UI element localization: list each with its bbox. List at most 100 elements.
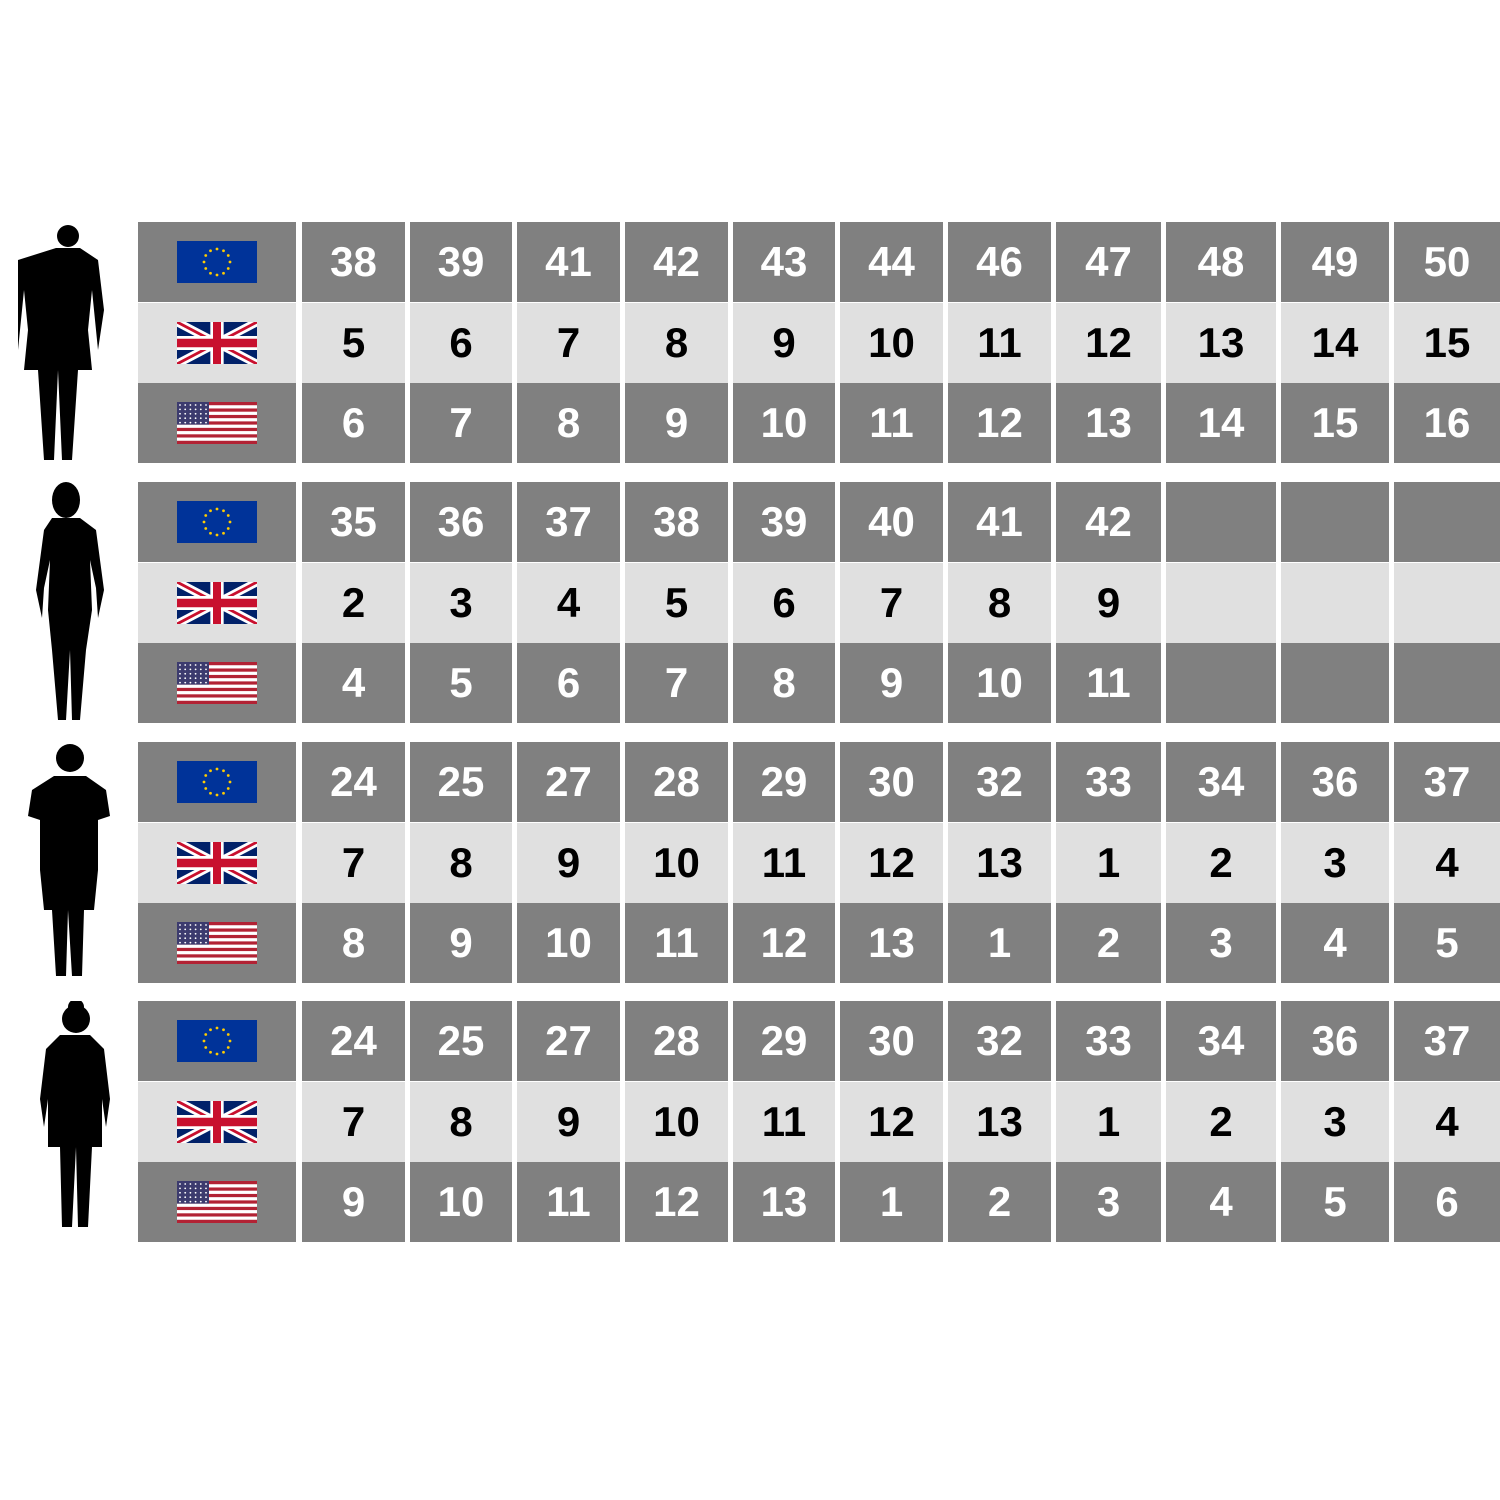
size-cell: 3 [1281, 1081, 1389, 1162]
size-cell: 7 [302, 822, 405, 903]
size-cell: 9 [302, 1162, 405, 1242]
size-cell: 11 [625, 903, 728, 983]
size-cell: 4 [1394, 822, 1500, 903]
size-cell: 37 [1394, 1001, 1500, 1081]
size-cell: 36 [410, 482, 512, 562]
size-cell: 44 [840, 222, 943, 302]
size-cell: 6 [733, 562, 835, 643]
size-row-uk: 7 8 9 10 11 12 13 1 2 3 4 [138, 1081, 1500, 1162]
size-cell: 1 [840, 1162, 943, 1242]
size-cell: 46 [948, 222, 1051, 302]
woman-silhouette-icon [18, 482, 118, 723]
size-cell: 5 [302, 302, 405, 383]
size-cell: 24 [302, 742, 405, 822]
us-flag-icon [138, 1162, 296, 1242]
size-cell: 11 [517, 1162, 620, 1242]
size-cell: 34 [1166, 742, 1276, 822]
size-cell: 50 [1394, 222, 1500, 302]
size-cell: 2 [302, 562, 405, 643]
size-cell: 5 [1394, 903, 1500, 983]
size-cell: 10 [733, 383, 835, 463]
size-row-us: 8 9 10 11 12 13 1 2 3 4 5 [138, 903, 1500, 983]
size-cell: 32 [948, 742, 1051, 822]
size-row-us: 9 10 11 12 13 1 2 3 4 5 6 [138, 1162, 1500, 1242]
size-cell: 10 [517, 903, 620, 983]
size-cell: 41 [517, 222, 620, 302]
size-cell: 1 [1056, 822, 1161, 903]
size-cell: 12 [840, 1081, 943, 1162]
size-cell: 6 [1394, 1162, 1500, 1242]
size-cell: 29 [733, 742, 835, 822]
size-cell: 48 [1166, 222, 1276, 302]
size-row-us: 4 5 6 7 8 9 10 11 [138, 643, 1500, 723]
eu-flag-icon [138, 742, 296, 822]
us-flag-icon [138, 383, 296, 463]
size-cell: 8 [517, 383, 620, 463]
uk-flag-icon [138, 562, 296, 643]
size-cell: 29 [733, 1001, 835, 1081]
uk-flag-icon [138, 822, 296, 903]
size-cell: 10 [625, 1081, 728, 1162]
size-cell: 30 [840, 742, 943, 822]
size-cell: 13 [948, 1081, 1051, 1162]
size-cell [1166, 562, 1276, 643]
us-flag-icon [138, 903, 296, 983]
size-cell: 8 [302, 903, 405, 983]
size-cell: 24 [302, 1001, 405, 1081]
size-cell: 8 [410, 822, 512, 903]
size-cell: 13 [948, 822, 1051, 903]
size-cell: 42 [625, 222, 728, 302]
size-cell: 10 [410, 1162, 512, 1242]
size-cell: 36 [1281, 742, 1389, 822]
size-cell: 11 [948, 302, 1051, 383]
size-group: 24 25 27 28 29 30 32 33 34 36 37 7 8 9 10 11 12 13 1 2 3 4 9 10… [0, 999, 1500, 1242]
size-cell: 15 [1281, 383, 1389, 463]
size-cell: 34 [1166, 1001, 1276, 1081]
us-flag-icon [138, 643, 296, 723]
size-cell: 9 [733, 302, 835, 383]
size-cell [1281, 482, 1389, 562]
size-cell: 12 [733, 903, 835, 983]
size-cell: 39 [733, 482, 835, 562]
size-cell: 28 [625, 1001, 728, 1081]
size-cell: 4 [517, 562, 620, 643]
size-cell: 7 [302, 1081, 405, 1162]
size-cell: 3 [1166, 903, 1276, 983]
size-cell: 7 [410, 383, 512, 463]
size-cell: 27 [517, 742, 620, 822]
size-cell [1281, 562, 1389, 643]
size-cell: 14 [1281, 302, 1389, 383]
size-row-eu: 38 39 41 42 43 44 46 47 48 49 50 [138, 222, 1500, 302]
size-cell: 40 [840, 482, 943, 562]
size-cell: 49 [1281, 222, 1389, 302]
size-cell: 4 [1281, 903, 1389, 983]
size-cell: 25 [410, 742, 512, 822]
size-cell: 9 [1056, 562, 1161, 643]
size-cell: 4 [1394, 1081, 1500, 1162]
size-cell: 9 [517, 1081, 620, 1162]
size-cell: 5 [625, 562, 728, 643]
size-cell: 38 [625, 482, 728, 562]
girl-silhouette-icon [18, 999, 118, 1242]
size-cell: 1 [1056, 1081, 1161, 1162]
size-cell: 6 [517, 643, 620, 723]
size-cell: 9 [840, 643, 943, 723]
size-cell: 11 [733, 822, 835, 903]
size-cell [1394, 562, 1500, 643]
size-row-uk: 7 8 9 10 11 12 13 1 2 3 4 [138, 822, 1500, 903]
size-cell: 12 [625, 1162, 728, 1242]
size-cell: 10 [948, 643, 1051, 723]
size-cell: 9 [410, 903, 512, 983]
size-cell: 33 [1056, 742, 1161, 822]
size-cell: 9 [625, 383, 728, 463]
size-row-uk: 5 6 7 8 9 10 11 12 13 14 15 [138, 302, 1500, 383]
size-cell: 7 [625, 643, 728, 723]
size-group: 24 25 27 28 29 30 32 33 34 36 37 7 8 9 10 11 12 13 1 2 3 4 8 9 1… [0, 742, 1500, 983]
size-cell: 11 [733, 1081, 835, 1162]
size-cell: 38 [302, 222, 405, 302]
size-row-us: 6 7 8 9 10 11 12 13 14 15 16 [138, 383, 1500, 463]
size-cell: 9 [517, 822, 620, 903]
size-cell: 30 [840, 1001, 943, 1081]
size-cell: 37 [1394, 742, 1500, 822]
